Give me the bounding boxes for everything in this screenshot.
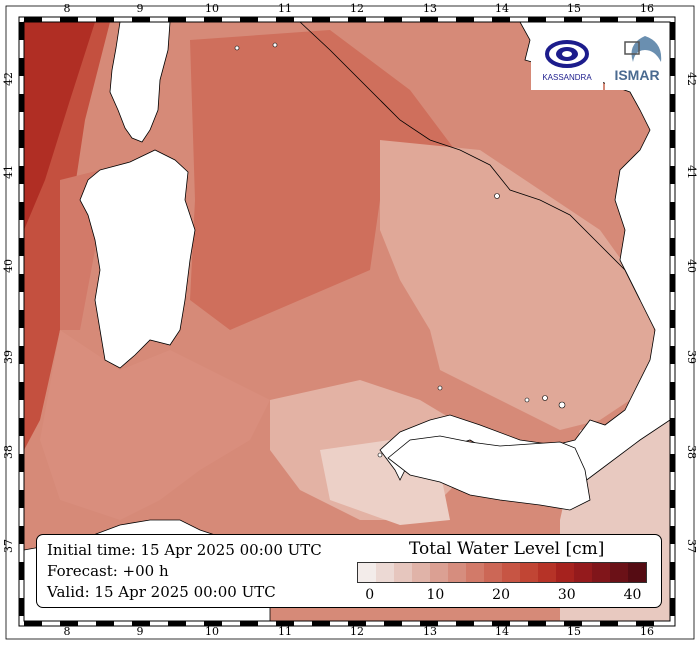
kassandra-logo-text: KASSANDRA bbox=[542, 73, 592, 82]
lon-tick-label: 8 bbox=[64, 2, 71, 15]
lat-tick-label: 41 bbox=[2, 165, 15, 179]
colorbar-swatch bbox=[448, 563, 466, 582]
lon-tick-label: 14 bbox=[495, 2, 509, 15]
lat-tick-label: 42 bbox=[2, 72, 15, 86]
sea-zone-central-light bbox=[40, 330, 270, 520]
colorbar-tick-label: 40 bbox=[623, 587, 642, 603]
lon-tick-label: 9 bbox=[137, 625, 144, 638]
valid-time-label: Valid: 15 Apr 2025 00:00 UTC bbox=[47, 583, 276, 601]
lon-tick-label: 15 bbox=[567, 2, 581, 15]
lon-tick-label: 14 bbox=[495, 625, 509, 638]
colorbar-tick-label: 30 bbox=[557, 587, 576, 603]
lon-tick-label: 9 bbox=[137, 2, 144, 15]
legend-title: Total Water Level [cm] bbox=[409, 539, 605, 559]
lat-tick-label: 38 bbox=[685, 445, 698, 459]
colorbar-swatch bbox=[394, 563, 412, 582]
initial-time-label: Initial time: 15 Apr 2025 00:00 UTC bbox=[47, 541, 322, 559]
colorbar-swatch bbox=[520, 563, 538, 582]
lon-tick-label: 11 bbox=[278, 625, 292, 638]
lat-tick-label: 39 bbox=[685, 350, 698, 364]
map-frame bbox=[5, 5, 695, 640]
colorbar-swatch bbox=[358, 563, 376, 582]
land-corsica bbox=[109, 22, 171, 143]
lon-tick-label: 11 bbox=[278, 2, 292, 15]
lon-tick-label: 12 bbox=[350, 625, 364, 638]
lon-tick-label: 13 bbox=[423, 625, 437, 638]
colorbar-swatch bbox=[466, 563, 484, 582]
sea-zone-west-max bbox=[24, 22, 95, 230]
lon-tick-label: 15 bbox=[567, 625, 581, 638]
lat-tick-label: 39 bbox=[2, 350, 15, 364]
land-sardinia bbox=[79, 149, 196, 369]
ismar-logo-text: ISMAR bbox=[614, 67, 659, 83]
lat-tick-label: 37 bbox=[2, 539, 15, 553]
italy-coast-tyrrhenian bbox=[299, 22, 641, 301]
lon-tick-label: 8 bbox=[64, 625, 71, 638]
info-panel: Initial time: 15 Apr 2025 00:00 UTC Fore… bbox=[36, 534, 662, 608]
lat-tick-label: 40 bbox=[2, 259, 15, 273]
lon-tick-label: 13 bbox=[423, 2, 437, 15]
ismar-logo: ISMAR bbox=[605, 28, 669, 90]
ismar-logo-icon: ISMAR bbox=[614, 36, 662, 83]
land-sicily bbox=[387, 435, 591, 511]
island-ponza bbox=[494, 193, 500, 199]
colorbar-swatch bbox=[430, 563, 448, 582]
kassandra-logo-icon: KASSANDRA bbox=[542, 40, 592, 82]
colorbar-tick-label: 10 bbox=[426, 587, 445, 603]
colorbar-swatch bbox=[628, 563, 646, 582]
colorbar-swatch bbox=[610, 563, 628, 582]
lat-tick-label: 40 bbox=[685, 259, 698, 273]
colorbar-swatch bbox=[502, 563, 520, 582]
lat-tick-label: 42 bbox=[685, 72, 698, 86]
island-egadi bbox=[377, 452, 383, 458]
lat-tick-label: 37 bbox=[685, 539, 698, 553]
lon-tick-label: 10 bbox=[205, 2, 219, 15]
island-aeolian-2 bbox=[542, 395, 548, 401]
colorbar-swatch bbox=[412, 563, 430, 582]
sea-zone-east-light bbox=[380, 140, 660, 430]
kassandra-logo: KASSANDRA bbox=[531, 28, 603, 90]
lon-tick-label: 16 bbox=[640, 2, 654, 15]
forecast-label: Forecast: +00 h bbox=[47, 562, 169, 580]
colorbar bbox=[357, 562, 647, 583]
island-tuscan-1 bbox=[234, 45, 240, 51]
colorbar-swatch bbox=[556, 563, 574, 582]
colorbar-swatch bbox=[574, 563, 592, 582]
lon-tick-label: 12 bbox=[350, 2, 364, 15]
island-aeolian-3 bbox=[558, 401, 566, 409]
colorbar-tick-label: 20 bbox=[492, 587, 511, 603]
lon-tick-label: 10 bbox=[205, 625, 219, 638]
island-tuscan-2 bbox=[272, 42, 278, 48]
island-aeolian-1 bbox=[524, 397, 530, 403]
colorbar-tick-label: 0 bbox=[365, 587, 375, 603]
lon-tick-label: 16 bbox=[640, 625, 654, 638]
map-field bbox=[24, 22, 670, 621]
colorbar-swatch bbox=[592, 563, 610, 582]
colorbar-swatch bbox=[484, 563, 502, 582]
lat-tick-label: 38 bbox=[2, 445, 15, 459]
lat-tick-label: 41 bbox=[685, 165, 698, 179]
colorbar-swatch bbox=[538, 563, 556, 582]
colorbar-swatch bbox=[376, 563, 394, 582]
island-ustica bbox=[437, 385, 443, 391]
sea-zone-mid-dark bbox=[190, 30, 470, 330]
